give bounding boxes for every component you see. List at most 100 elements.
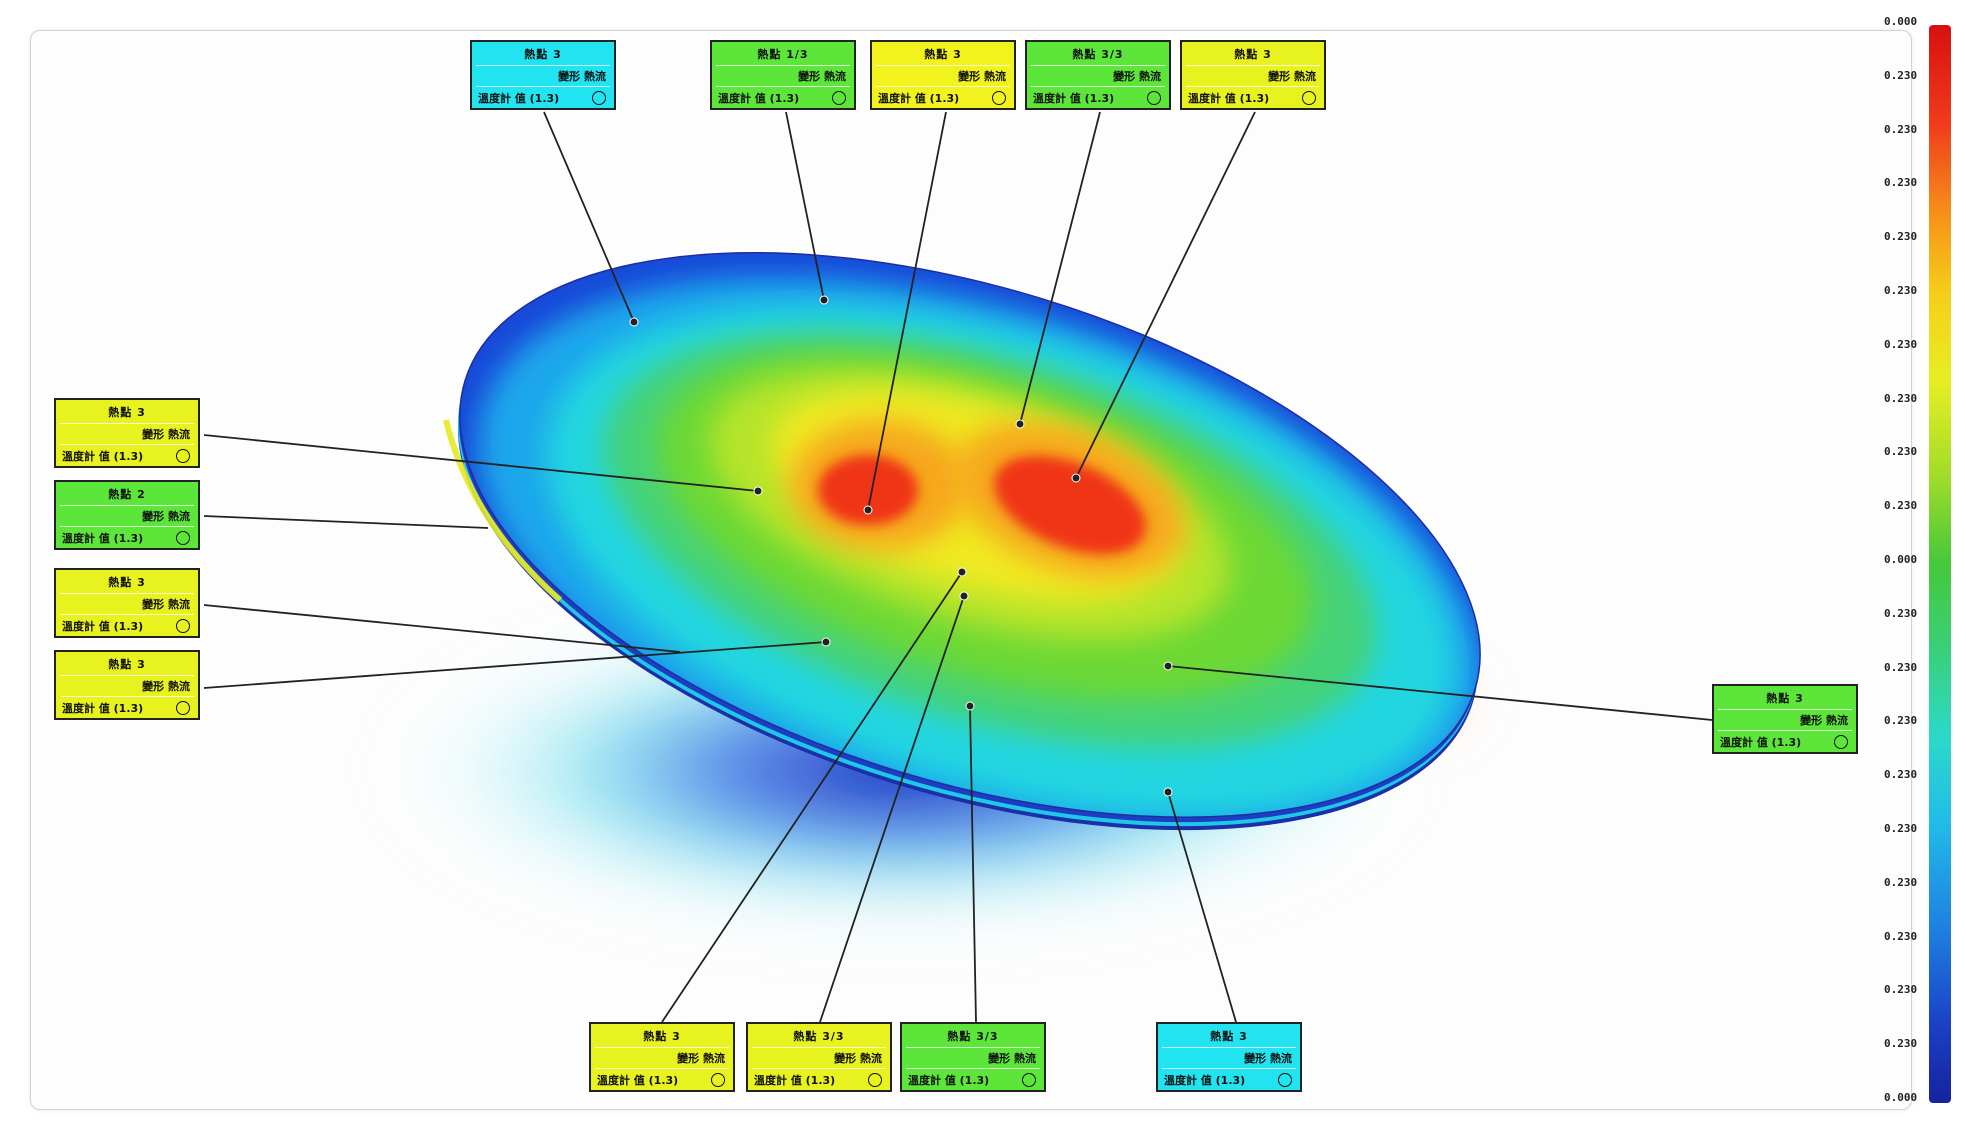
leader-line [203, 604, 681, 653]
callout-value: 變形 熱流 [1800, 714, 1848, 727]
callout-box[interactable]: 熱點 3 變形 熱流 溫度計 值 (1.3) [1712, 684, 1858, 754]
callout-value: 變形 熱流 [558, 70, 606, 83]
status-ring-icon[interactable] [832, 91, 846, 105]
anchor-point [959, 591, 969, 601]
callout-reading: 溫度計 值 (1.3) [754, 1074, 836, 1087]
callout-reading: 溫度計 值 (1.3) [478, 92, 560, 105]
callout-label: 熱點 3 [924, 48, 962, 61]
callout-divider [476, 86, 610, 87]
status-ring-icon[interactable] [1302, 91, 1316, 105]
scale-tick-label: 0.230 [1884, 875, 1918, 889]
callout-divider [60, 526, 194, 527]
callout-value: 變形 熱流 [142, 428, 190, 441]
callout-box[interactable]: 熱點 3 變形 熱流 溫度計 值 (1.3) [1156, 1022, 1302, 1092]
scale-tick-label: 0.230 [1884, 391, 1918, 405]
callout-box[interactable]: 熱點 3/3 變形 熱流 溫度計 值 (1.3) [1025, 40, 1171, 110]
callout-box[interactable]: 熱點 3/3 變形 熱流 溫度計 值 (1.3) [746, 1022, 892, 1092]
callout-divider [1186, 86, 1320, 87]
callout-reading: 溫度計 值 (1.3) [1188, 92, 1270, 105]
status-ring-icon[interactable] [1278, 1073, 1292, 1087]
scale-tick-label: 0.230 [1884, 337, 1918, 351]
scale-tick-label: 0.230 [1884, 822, 1918, 835]
callout-divider [1718, 709, 1852, 710]
callout-reading: 溫度計 值 (1.3) [62, 532, 144, 545]
anchor-points [629, 295, 1173, 797]
callout-value: 變形 熱流 [1113, 70, 1161, 83]
callout-reading: 溫度計 值 (1.3) [878, 92, 960, 105]
callout-divider [716, 65, 850, 66]
callout-label: 熱點 3 [524, 48, 562, 61]
callout-value: 變形 熱流 [958, 70, 1006, 83]
callout-box[interactable]: 熱點 3/3 變形 熱流 溫度計 值 (1.3) [900, 1022, 1046, 1092]
callout-value: 變形 熱流 [798, 70, 846, 83]
callout-value: 變形 熱流 [142, 598, 190, 611]
leader-line [543, 111, 635, 323]
anchor-point [863, 505, 873, 515]
callout-box[interactable]: 熱點 3 變形 熱流 溫度計 值 (1.3) [870, 40, 1016, 110]
callout-reading: 溫度計 值 (1.3) [62, 620, 144, 633]
callout-divider [60, 593, 194, 594]
callout-box[interactable]: 熱點 3 變形 熱流 溫度計 值 (1.3) [470, 40, 616, 110]
anchor-point [821, 637, 831, 647]
status-ring-icon[interactable] [992, 91, 1006, 105]
callout-box[interactable]: 熱點 1/3 變形 熱流 溫度計 值 (1.3) [710, 40, 856, 110]
callout-value: 變形 熱流 [988, 1052, 1036, 1065]
callout-reading: 溫度計 值 (1.3) [1164, 1074, 1246, 1087]
callout-value: 變形 熱流 [1268, 70, 1316, 83]
callout-divider [60, 696, 194, 697]
anchor-point [957, 567, 967, 577]
leader-line [785, 111, 825, 301]
leader-line [819, 595, 965, 1023]
callout-divider [1162, 1047, 1296, 1048]
leader-line [1075, 111, 1256, 479]
scale-tick-label: 0.230 [1884, 445, 1918, 459]
callout-box[interactable]: 熱點 2 變形 熱流 溫度計 值 (1.3) [54, 480, 200, 550]
callout-divider [752, 1047, 886, 1048]
leader-line [661, 571, 963, 1023]
callout-value: 變形 熱流 [142, 680, 190, 693]
wafer-outline [459, 252, 1481, 818]
status-ring-icon[interactable] [176, 449, 190, 463]
anchor-point [1015, 419, 1025, 429]
leader-line [203, 641, 827, 689]
scale-tick-label: 0.230 [1884, 983, 1918, 997]
scale-tick-label: 0.230 [1884, 1037, 1918, 1051]
scale-tick-label: 0.000 [1884, 15, 1918, 28]
callout-divider [876, 86, 1010, 87]
callout-label: 熱點 3 [1210, 1030, 1248, 1043]
status-ring-icon[interactable] [176, 531, 190, 545]
scale-tick-label: 0.000 [1884, 553, 1918, 566]
status-ring-icon[interactable] [1834, 735, 1848, 749]
leader-line [203, 515, 489, 529]
callout-box[interactable]: 熱點 3 變形 熱流 溫度計 值 (1.3) [54, 650, 200, 720]
scale-tick-label: 0.230 [1884, 122, 1918, 136]
anchor-point [753, 486, 763, 496]
callout-box[interactable]: 熱點 3 變形 熱流 溫度計 值 (1.3) [54, 398, 200, 468]
status-ring-icon[interactable] [592, 91, 606, 105]
callout-divider [1718, 730, 1852, 731]
callout-box[interactable]: 熱點 3 變形 熱流 溫度計 值 (1.3) [589, 1022, 735, 1092]
callout-divider [1162, 1068, 1296, 1069]
status-ring-icon[interactable] [868, 1073, 882, 1087]
callout-divider [476, 65, 610, 66]
callout-box[interactable]: 熱點 3 變形 熱流 溫度計 值 (1.3) [54, 568, 200, 638]
callout-label: 熱點 3 [108, 406, 146, 419]
scale-tick-label: 0.230 [1884, 714, 1918, 728]
callout-reading: 溫度計 值 (1.3) [62, 450, 144, 463]
callout-box[interactable]: 熱點 3 變形 熱流 溫度計 值 (1.3) [1180, 40, 1326, 110]
status-ring-icon[interactable] [176, 619, 190, 633]
callout-reading: 溫度計 值 (1.3) [908, 1074, 990, 1087]
callout-label: 熱點 3/3 [947, 1030, 999, 1043]
callout-reading: 溫度計 值 (1.3) [1720, 736, 1802, 749]
anchor-point [819, 295, 829, 305]
status-ring-icon[interactable] [1147, 91, 1161, 105]
callout-value: 變形 熱流 [142, 510, 190, 523]
callout-divider [1031, 65, 1165, 66]
callout-label: 熱點 3/3 [1072, 48, 1124, 61]
status-ring-icon[interactable] [711, 1073, 725, 1087]
leader-line [1167, 665, 1713, 721]
status-ring-icon[interactable] [176, 701, 190, 715]
status-ring-icon[interactable] [1022, 1073, 1036, 1087]
callout-divider [595, 1047, 729, 1048]
leader-line [1019, 111, 1101, 425]
